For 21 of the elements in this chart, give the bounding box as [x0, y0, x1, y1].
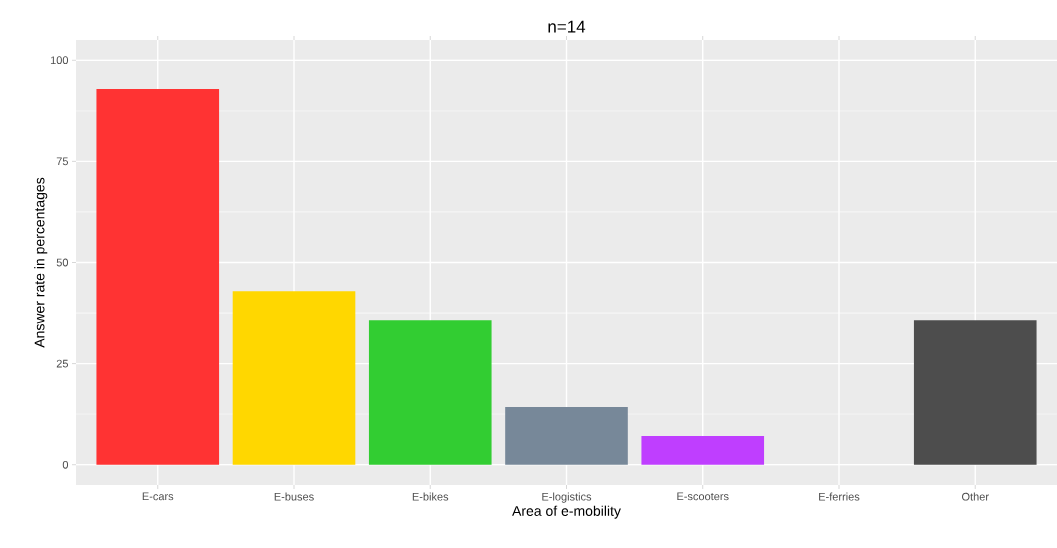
bar: [232, 291, 356, 465]
y-tick-label: 75: [56, 157, 68, 166]
x-tick-label: E-bikes: [412, 492, 449, 501]
x-tick-label: E-scooters: [677, 492, 729, 501]
y-tick-label: 50: [56, 258, 69, 267]
y-axis-title: Answer rate in percentages: [34, 177, 48, 348]
y-tick-label: 0: [62, 460, 69, 469]
chart-title: n=14: [548, 20, 586, 33]
bar: [96, 88, 220, 465]
x-tick-label: E-cars: [142, 492, 174, 501]
y-tick-label: 25: [56, 359, 68, 368]
x-axis-title: Area of e-mobility: [512, 505, 621, 519]
x-tick-label: Other: [962, 492, 989, 501]
x-tick-label: E-ferries: [819, 492, 860, 501]
bar: [505, 406, 628, 465]
bar: [641, 436, 765, 465]
y-tick-label: 100: [50, 56, 69, 65]
bar: [913, 320, 1037, 465]
bar: [368, 320, 492, 465]
x-tick-label: E-logistics: [542, 492, 592, 503]
x-tick-label: E-buses: [274, 492, 314, 501]
